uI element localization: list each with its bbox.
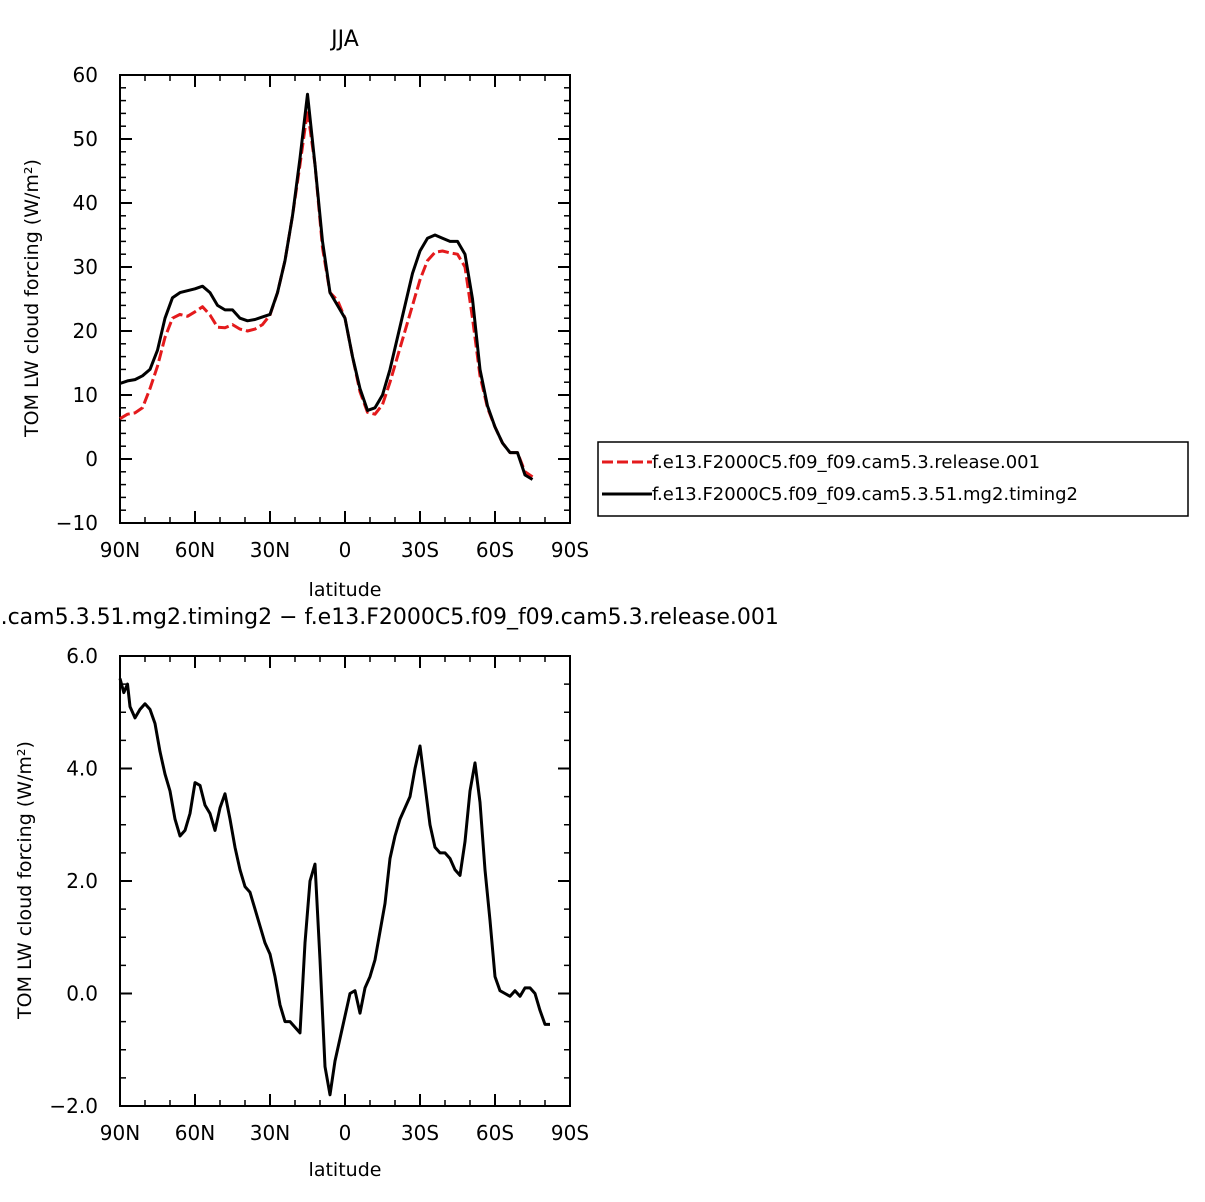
bottom-y-tick-label: 4.0	[66, 757, 98, 781]
top-y-tick-label: −10	[56, 511, 98, 535]
top-y-tick-label: 60	[73, 63, 98, 87]
top-x-tick-label: 60S	[476, 538, 514, 562]
top-y-tick-label: 50	[73, 127, 98, 151]
bottom-series-line-0	[118, 678, 550, 1097]
top-x-tick-label: 90S	[551, 538, 589, 562]
bottom-x-tick-label: 60S	[476, 1121, 514, 1145]
top-y-tick-label: 40	[73, 191, 98, 215]
top-panel: JJA latitude TOM LW cloud forcing (W/m²)…	[21, 27, 589, 601]
bottom-x-tick-label: 30N	[250, 1121, 290, 1145]
bottom-x-tick-label: 60N	[175, 1121, 215, 1145]
bottom-y-tick-label: 2.0	[66, 869, 98, 893]
top-x-tick-label: 0	[339, 538, 352, 562]
bottom-x-axis-label: latitude	[309, 1159, 382, 1181]
top-plot-frame	[119, 74, 571, 524]
top-y-tick-label: 10	[73, 383, 98, 407]
bottom-y-tick-label: −2.0	[49, 1094, 98, 1118]
bottom-y-tick-label: 6.0	[66, 644, 98, 668]
bottom-chart-title: ).cam5.3.51.mg2.timing2 − f.e13.F2000C5.…	[0, 605, 779, 630]
legend-label-release-001: f.e13.F2000C5.f09_f09.cam5.3.release.001	[652, 452, 1040, 473]
bottom-x-tick-label: 30S	[401, 1121, 439, 1145]
bottom-x-tick-label: 0	[339, 1121, 352, 1145]
bottom-x-tick-label: 90N	[100, 1121, 140, 1145]
top-chart-title: JJA	[329, 27, 359, 52]
legend: f.e13.F2000C5.f09_f09.cam5.3.release.001…	[597, 441, 1189, 517]
top-x-tick-label: 30S	[401, 538, 439, 562]
top-x-axis-label: latitude	[309, 579, 382, 601]
bottom-x-tick-label: 90S	[551, 1121, 589, 1145]
top-y-tick-label: 30	[73, 255, 98, 279]
top-x-tick-label: 90N	[100, 538, 140, 562]
top-x-tick-label: 30N	[250, 538, 290, 562]
bottom-panel: ).cam5.3.51.mg2.timing2 − f.e13.F2000C5.…	[0, 605, 779, 1181]
legend-box	[597, 441, 1189, 517]
top-y-tick-label: 20	[73, 319, 98, 343]
top-y-tick-label: 0	[85, 447, 98, 471]
top-series-line-1	[119, 92, 534, 481]
bottom-y-tick-label: 0.0	[66, 982, 98, 1006]
top-x-tick-label: 60N	[175, 538, 215, 562]
bottom-plot-frame	[119, 655, 571, 1107]
top-y-axis-label: TOM LW cloud forcing (W/m²)	[21, 159, 43, 438]
bottom-y-axis-label: TOM LW cloud forcing (W/m²)	[14, 741, 36, 1020]
legend-label-timing2: f.e13.F2000C5.f09_f09.cam5.3.51.mg2.timi…	[652, 484, 1078, 505]
